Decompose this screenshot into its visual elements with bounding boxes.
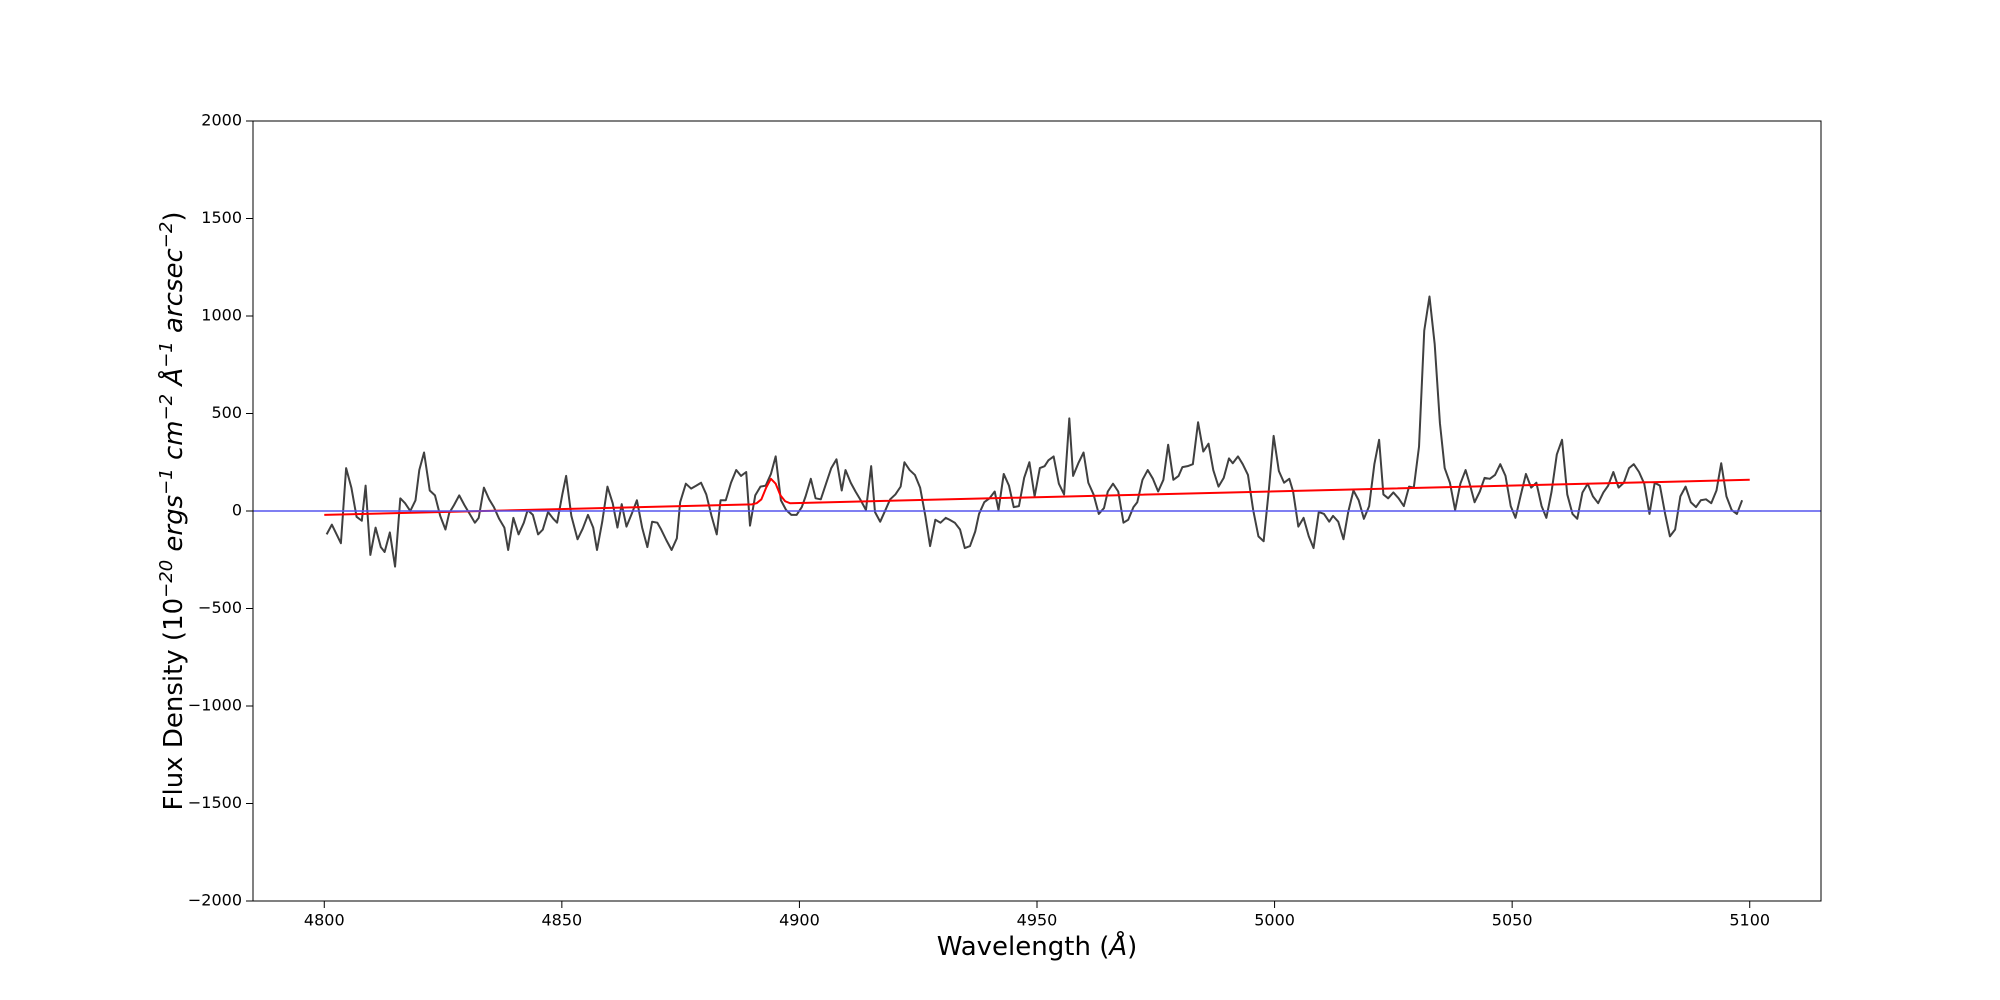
y-label-part: Å xyxy=(157,368,189,394)
x-tick-label: 4800 xyxy=(304,911,345,930)
y-label-superscript: −20 xyxy=(156,560,177,598)
y-tick-label: 1500 xyxy=(201,208,242,227)
y-tick-label: −1500 xyxy=(188,793,242,812)
x-tick-label: 4950 xyxy=(1017,911,1058,930)
x-label-part: Wavelength ( xyxy=(937,932,1110,962)
y-label-part: Flux Density (10 xyxy=(159,598,189,811)
x-axis-label: Wavelength (Å) xyxy=(937,930,1138,962)
x-tick-label: 5000 xyxy=(1254,911,1295,930)
data-line xyxy=(325,295,1744,568)
x-tick-label: 5050 xyxy=(1492,911,1533,930)
y-label-superscript: −2 xyxy=(156,222,177,249)
y-label-part: cm xyxy=(159,420,189,468)
y-tick-label: −2000 xyxy=(188,891,242,910)
y-tick-label: −500 xyxy=(198,598,242,617)
data-line xyxy=(324,477,1750,516)
y-axis-label: Flux Density (10−20 ergs−1 cm−2 Å−1 arcs… xyxy=(156,212,189,811)
y-label-superscript: −1 xyxy=(156,468,177,495)
x-label-part: Å xyxy=(1107,930,1127,962)
y-tick-label: 1000 xyxy=(201,306,242,325)
x-tick-label: 5100 xyxy=(1729,911,1770,930)
y-label-part: ergs xyxy=(159,495,189,560)
y-label-part: ) xyxy=(159,212,189,222)
x-label-part: ) xyxy=(1127,932,1137,962)
y-tick-label: 2000 xyxy=(201,111,242,130)
y-label-part: arcsec xyxy=(159,248,189,341)
x-tick-label: 4900 xyxy=(779,911,820,930)
y-label-superscript: −2 xyxy=(156,394,177,421)
x-tick-label: 4850 xyxy=(541,911,582,930)
plot-frame xyxy=(252,120,1822,902)
y-tick-label: −1000 xyxy=(188,696,242,715)
y-tick-label: 0 xyxy=(232,501,242,520)
y-tick-label: 500 xyxy=(211,403,242,422)
y-label-superscript: −1 xyxy=(156,341,177,368)
